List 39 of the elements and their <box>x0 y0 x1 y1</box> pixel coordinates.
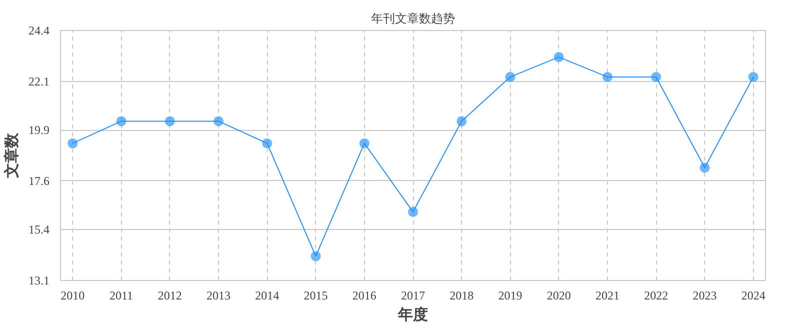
point <box>359 138 370 148</box>
x-tick-label: 2012 <box>158 288 182 302</box>
point <box>651 72 662 82</box>
point <box>408 206 418 217</box>
x-tick-label: 2024 <box>741 288 766 302</box>
point <box>456 116 467 126</box>
point <box>700 162 710 173</box>
y-tick-label: 22.1 <box>28 74 50 88</box>
y-tick-label: 24.4 <box>28 24 50 38</box>
point <box>214 116 224 126</box>
y-tick-label: 17.6 <box>28 174 50 188</box>
point <box>68 138 78 148</box>
x-tick-label: 2021 <box>595 288 620 302</box>
chart-title: 年刊文章数趋势 <box>371 12 455 26</box>
y-axis-title: 文章数 <box>2 132 20 179</box>
point <box>505 72 516 82</box>
x-tick-label: 2014 <box>255 288 280 302</box>
y-tick-label: 15.4 <box>28 222 50 237</box>
point <box>602 72 612 82</box>
x-tick-label: 2018 <box>450 288 474 302</box>
y-tick-label: 19.9 <box>28 123 50 138</box>
point <box>116 116 126 126</box>
x-tick-label: 2017 <box>401 288 425 302</box>
x-tick-label: 2019 <box>498 288 522 302</box>
point <box>262 138 272 148</box>
x-tick-label: 2015 <box>304 288 328 302</box>
point <box>310 251 321 262</box>
x-axis-title: 年度 <box>397 306 428 324</box>
x-tick-label: 2010 <box>60 288 85 302</box>
y-tick-label: 13.1 <box>28 274 50 288</box>
x-tick-label: 2013 <box>206 288 231 302</box>
point <box>748 72 758 82</box>
x-tick-label: 2011 <box>110 288 134 302</box>
x-tick-label: 2022 <box>644 288 668 302</box>
point <box>164 116 175 126</box>
x-tick-label: 2020 <box>546 288 571 302</box>
point <box>554 52 564 62</box>
x-tick-label: 2016 <box>352 288 376 302</box>
x-tick-label: 2023 <box>692 288 717 302</box>
